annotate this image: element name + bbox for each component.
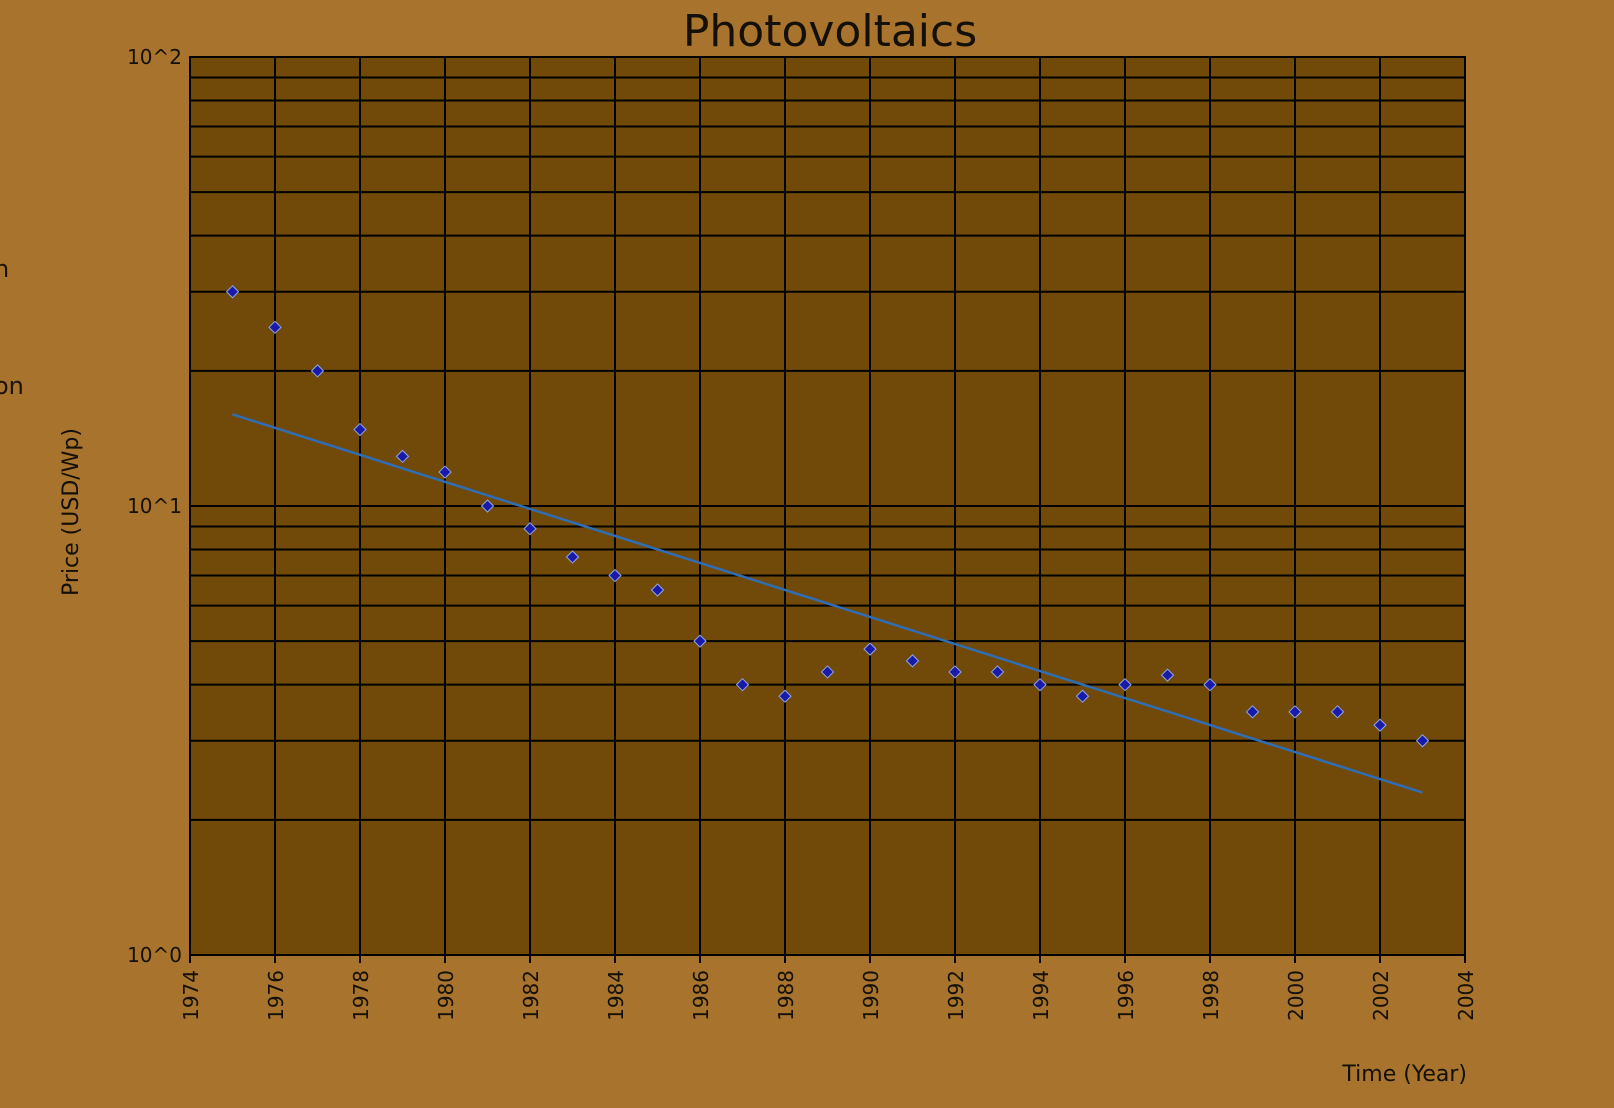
trend-line (232, 413, 1423, 794)
data-point (1330, 705, 1345, 719)
x-tick-label: 1980 (434, 970, 458, 1021)
data-point (523, 522, 537, 536)
data-point (480, 499, 495, 513)
data-point (268, 320, 282, 335)
side-text-line-1: n (0, 255, 10, 283)
x-tick-label: 1978 (349, 970, 373, 1021)
data-series (225, 285, 1430, 794)
x-axis-ticks: 1974 1976 1978 1980 1982 1984 1986 1988 1990 1992… (179, 955, 1478, 1021)
plot-border (189, 56, 1466, 956)
x-axis-label: Time (Year) (1341, 1062, 1467, 1087)
data-point (310, 364, 325, 378)
data-point (820, 665, 835, 679)
data-point (778, 689, 792, 703)
data-point (735, 677, 750, 692)
data-point (1415, 734, 1430, 748)
x-tick-label: 1976 (264, 970, 288, 1021)
side-text-line-2: on (0, 372, 24, 400)
x-tick-label: 2004 (1454, 970, 1478, 1021)
x-tick-label: 1998 (1199, 970, 1223, 1021)
side-text-fragment: n on (0, 172, 24, 445)
y-axis-ticks: 10^0 10^1 10^2 (127, 45, 182, 967)
data-point (1245, 705, 1260, 719)
data-point (863, 642, 877, 656)
data-point (438, 465, 452, 479)
x-tick-label: 1974 (179, 970, 203, 1021)
data-point (905, 654, 920, 668)
x-tick-label: 2002 (1369, 970, 1393, 1021)
x-tick-label: 2000 (1284, 970, 1308, 1021)
data-point (608, 568, 622, 583)
y-tick-label: 10^2 (127, 45, 182, 69)
y-tick-label: 10^0 (127, 943, 182, 967)
x-tick-label: 1990 (859, 970, 883, 1021)
data-point (1075, 689, 1090, 703)
x-tick-label: 1994 (1029, 970, 1053, 1021)
data-point (1118, 677, 1132, 692)
x-tick-label: 1996 (1114, 970, 1138, 1021)
chart-title: Photovoltaics (683, 6, 977, 57)
data-point (353, 422, 367, 437)
data-point (1033, 677, 1047, 692)
data-point (650, 583, 665, 597)
data-point (948, 665, 962, 679)
y-axis-label: Price (USD/Wp) (59, 428, 84, 596)
data-point (565, 550, 580, 564)
x-tick-label: 1988 (774, 970, 798, 1021)
data-point (990, 665, 1005, 679)
x-tick-label: 1982 (519, 970, 543, 1021)
x-tick-label: 1992 (944, 970, 968, 1021)
y-tick-label: 10^1 (127, 494, 182, 518)
data-point (1288, 705, 1302, 719)
grid-lines (189, 56, 1466, 956)
x-tick-label: 1984 (604, 970, 628, 1021)
data-point (1203, 677, 1217, 692)
data-point (693, 634, 707, 648)
data-point (1373, 718, 1387, 732)
x-tick-label: 1986 (689, 970, 713, 1021)
data-point (225, 285, 240, 299)
data-point (1160, 668, 1175, 682)
data-point (395, 449, 410, 464)
